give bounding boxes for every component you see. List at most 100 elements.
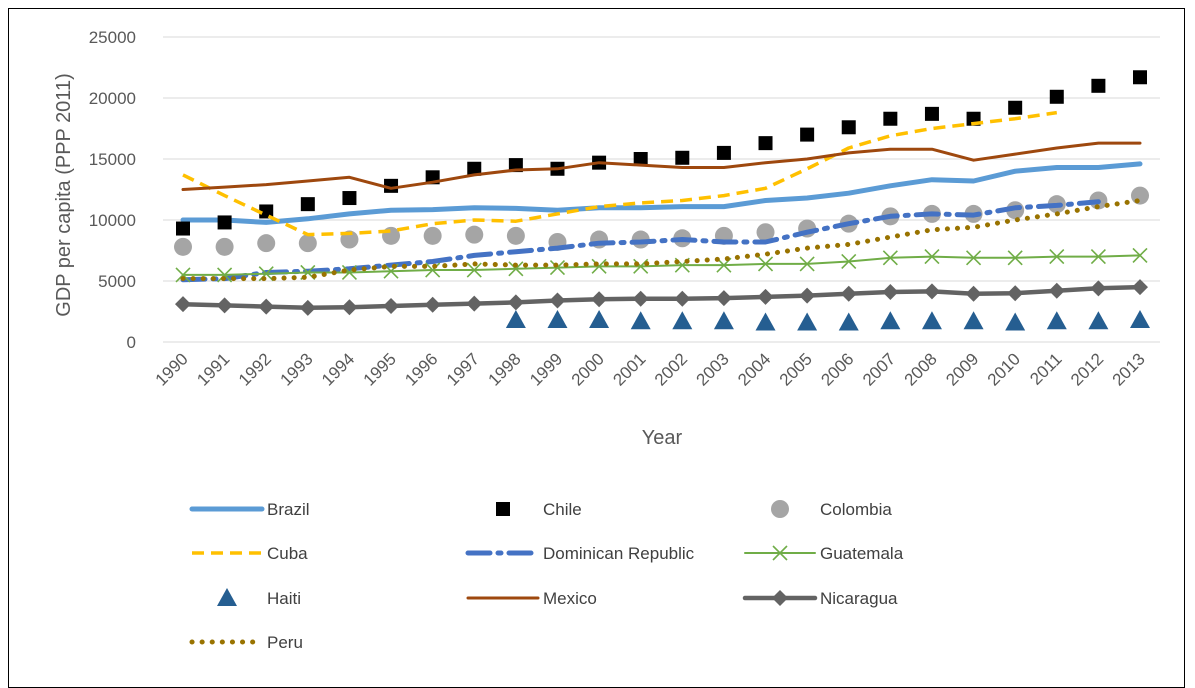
series-dominican-republic <box>180 199 1101 283</box>
marker-point <box>1131 186 1149 205</box>
series-guatemala <box>175 247 1148 283</box>
series-nicaragua <box>175 279 1148 316</box>
legend-label: Nicaragua <box>820 589 898 608</box>
x-tick-label: 2012 <box>1067 349 1107 389</box>
marker-point <box>384 178 399 193</box>
marker-point <box>1133 70 1147 85</box>
marker-point <box>1090 280 1107 297</box>
marker-point <box>965 250 982 266</box>
marker-point <box>756 223 775 242</box>
marker-point <box>771 500 789 518</box>
marker-point <box>880 311 901 330</box>
marker-point <box>797 312 818 331</box>
series-line <box>180 198 1143 282</box>
marker-point <box>216 297 233 314</box>
x-tick-label: 1993 <box>276 349 316 389</box>
marker-point <box>174 237 192 256</box>
marker-point <box>1007 285 1024 302</box>
series-haiti <box>505 310 1150 331</box>
x-tick-label: 2003 <box>693 349 733 389</box>
x-tick-label: 2010 <box>984 349 1024 389</box>
marker-point <box>341 299 358 316</box>
marker-point <box>298 234 317 253</box>
legend-label: Colombia <box>820 500 892 519</box>
marker-point <box>1088 311 1109 330</box>
marker-point <box>215 237 234 256</box>
legend-label: Mexico <box>543 589 597 608</box>
marker-point <box>1091 78 1106 93</box>
x-tick-label: 1994 <box>318 349 358 389</box>
x-tick-label: 2009 <box>942 349 982 389</box>
x-tick-label: 1991 <box>193 349 233 389</box>
marker-point <box>507 294 524 311</box>
x-tick-label: 2008 <box>901 349 941 389</box>
marker-point <box>963 311 984 330</box>
x-tick-label: 1996 <box>401 349 441 389</box>
marker-point <box>1048 282 1065 299</box>
series-line <box>182 110 1058 237</box>
x-tick-label: 1997 <box>443 349 483 389</box>
marker-point <box>633 152 648 166</box>
marker-point <box>547 310 568 329</box>
marker-point <box>924 106 939 121</box>
legend-item: Nicaragua <box>742 589 898 608</box>
legend-item: Peru <box>189 633 303 652</box>
marker-point <box>632 290 649 307</box>
series-line <box>180 284 1143 311</box>
marker-point <box>589 310 610 329</box>
series-chile <box>176 70 1147 236</box>
x-tick-label: 2006 <box>817 349 857 389</box>
marker-point <box>299 299 316 316</box>
marker-point <box>1049 89 1064 104</box>
marker-point <box>591 291 608 308</box>
marker-point <box>383 298 400 315</box>
series-line <box>180 161 1143 225</box>
marker-point <box>799 256 815 272</box>
marker-point <box>342 191 357 206</box>
marker-point <box>175 267 191 283</box>
marker-point <box>258 298 275 315</box>
legend-item: Cuba <box>192 544 308 563</box>
x-tick-label: 2001 <box>609 349 649 389</box>
marker-point <box>467 161 482 176</box>
marker-point <box>1046 311 1067 330</box>
marker-point <box>496 502 510 516</box>
x-tick-label: 2004 <box>734 349 774 389</box>
marker-point <box>630 311 651 330</box>
x-tick-label: 1992 <box>235 349 275 389</box>
marker-point <box>508 261 524 277</box>
marker-point <box>757 256 774 272</box>
marker-point <box>465 225 484 244</box>
legend-label: Chile <box>543 500 582 519</box>
gridlines <box>163 36 1160 343</box>
series-line <box>180 199 1101 283</box>
marker-point <box>257 234 276 253</box>
marker-point <box>1090 249 1106 265</box>
y-tick-label: 15000 <box>89 150 136 169</box>
legend-label: Cuba <box>267 544 308 563</box>
x-tick-label: 2000 <box>568 349 608 389</box>
marker-point <box>841 120 856 135</box>
marker-point <box>175 296 191 313</box>
marker-point <box>217 588 237 606</box>
y-tick-label: 0 <box>127 333 136 352</box>
y-tick-label: 25000 <box>89 28 136 47</box>
x-tick-label: 1998 <box>485 349 525 389</box>
marker-point <box>425 262 441 278</box>
legend: Brazil Chile Colombia Cuba Dominican Republi… <box>189 500 904 652</box>
marker-point <box>466 262 482 278</box>
marker-point <box>466 295 483 312</box>
marker-point <box>549 260 566 276</box>
marker-point <box>758 136 773 151</box>
legend-item: Chile <box>496 500 582 519</box>
marker-point <box>800 127 815 142</box>
marker-point <box>423 226 442 245</box>
marker-point <box>1132 247 1148 263</box>
legend-item: Mexico <box>466 589 597 608</box>
legend-item: Brazil <box>189 500 310 519</box>
legend-label: Dominican Republic <box>543 544 695 563</box>
marker-point <box>923 283 940 300</box>
marker-point <box>1132 279 1148 296</box>
x-tick-label: 1990 <box>152 349 192 389</box>
marker-point <box>1007 250 1023 266</box>
